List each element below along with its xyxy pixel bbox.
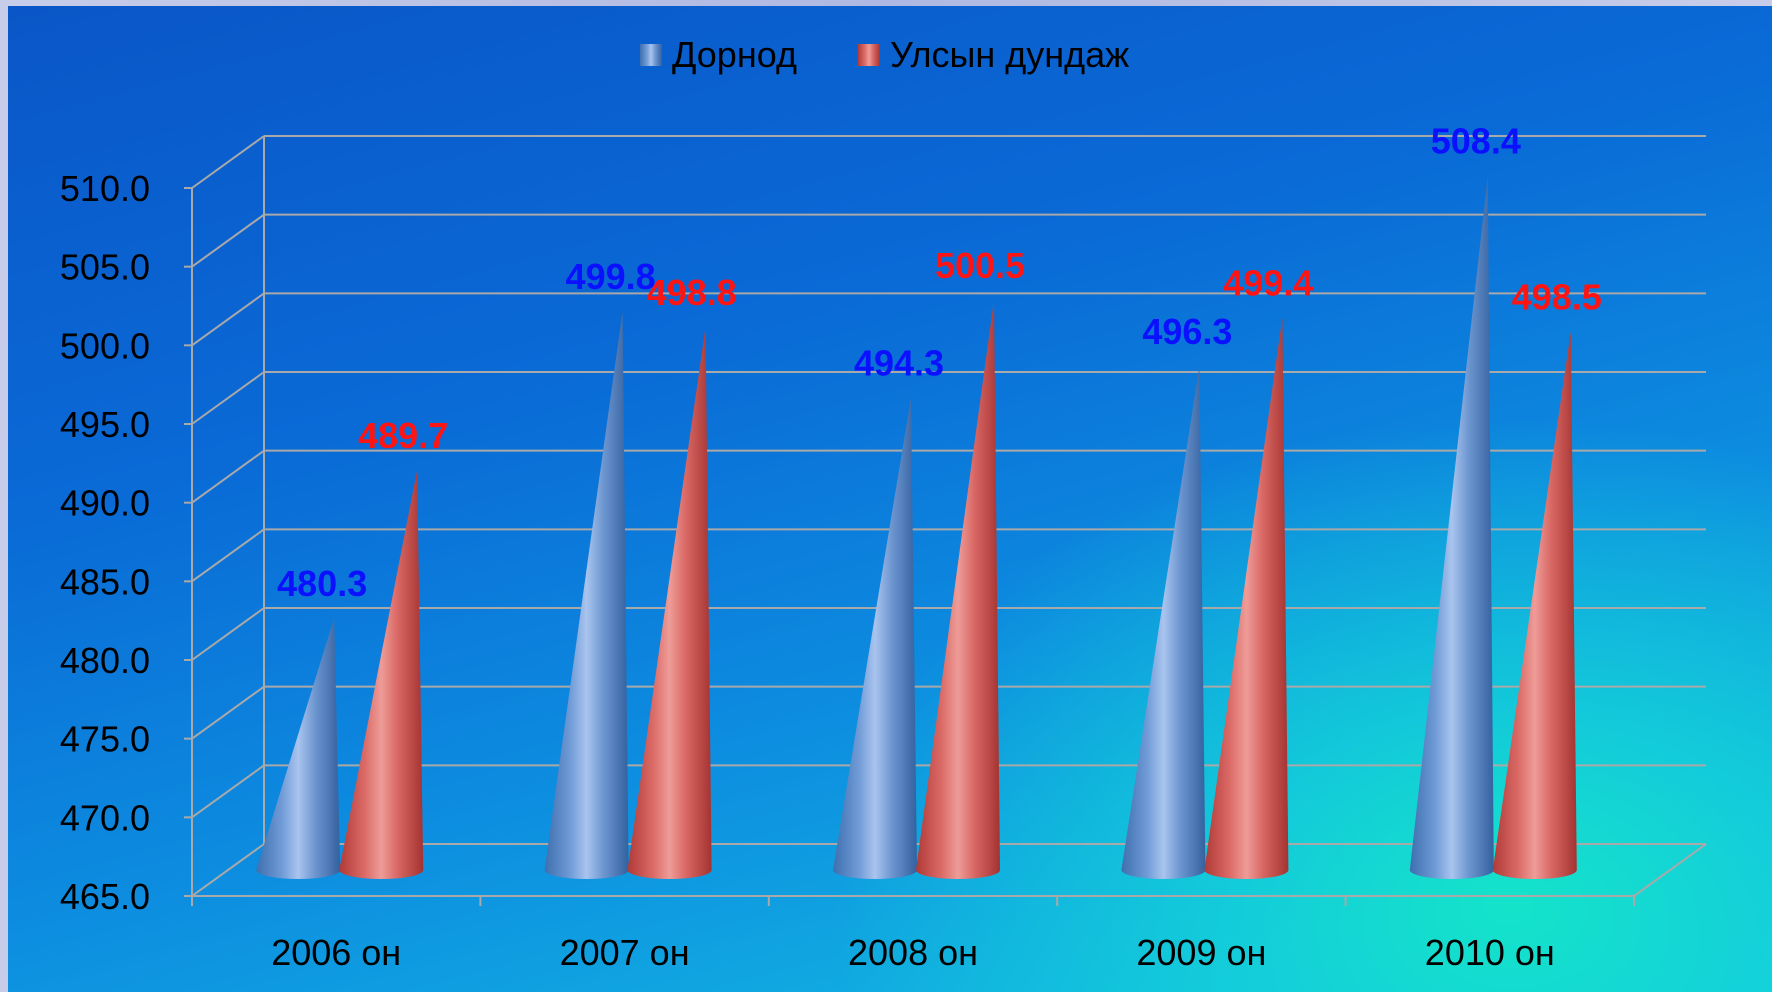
y-axis-ticks: 465.0 470.0 475.0 480.0 485.0 490.0 495.0 500.0… — [60, 168, 150, 917]
y-tick-label: 500.0 — [60, 325, 150, 366]
data-label-dornod: 499.8 — [566, 256, 656, 297]
cone-dornod — [833, 397, 917, 879]
x-axis-categories: 2006 он 2007 он 2008 он 2009 он 2010 он — [271, 932, 1555, 973]
gridline-diagonal — [191, 213, 265, 268]
y-tick-label: 470.0 — [60, 797, 150, 838]
y-tick-label: 505.0 — [60, 247, 150, 288]
cones — [256, 175, 1577, 880]
legend-label-national-average: Улсын дундаж — [890, 34, 1129, 75]
x-category-label: 2009 он — [1136, 932, 1266, 973]
y-tick-label: 495.0 — [60, 404, 150, 445]
data-label-national-average: 498.8 — [647, 272, 737, 313]
gridline-diagonal — [191, 292, 265, 347]
y-tick-label: 465.0 — [60, 876, 150, 917]
data-label-dornod: 494.3 — [854, 343, 944, 384]
y-tick-label: 490.0 — [60, 483, 150, 524]
legend-swatch-national-average — [858, 44, 880, 66]
data-label-national-average: 499.4 — [1223, 262, 1313, 303]
data-label-dornod: 508.4 — [1431, 121, 1521, 162]
legend: Дорнод Улсын дундаж — [640, 34, 1129, 75]
y-tick-label: 485.0 — [60, 561, 150, 602]
cone-national-average — [627, 326, 712, 880]
data-label-dornod: 496.3 — [1142, 311, 1232, 352]
legend-label-dornod: Дорнод — [672, 34, 797, 75]
y-tick-label: 475.0 — [60, 719, 150, 760]
cone-national-average — [916, 300, 1000, 879]
x-category-label: 2008 он — [848, 932, 978, 973]
gridline-diagonal — [191, 685, 265, 740]
y-tick-label: 480.0 — [60, 640, 150, 681]
gridline-diagonal — [191, 607, 265, 661]
data-label-national-average: 498.5 — [1512, 276, 1602, 317]
cone-dornod — [1121, 366, 1206, 879]
cone-dornod — [256, 617, 341, 879]
cone-national-average — [339, 469, 424, 879]
cone-dornod — [1409, 175, 1494, 879]
floor-right-edge — [1633, 843, 1707, 897]
gridline-diagonal — [191, 371, 265, 425]
y-tick-label: 510.0 — [60, 168, 150, 209]
cone-dornod — [544, 311, 629, 879]
x-category-label: 2010 он — [1425, 932, 1555, 973]
x-category-label: 2007 он — [560, 932, 690, 973]
gridline-diagonal — [191, 449, 265, 504]
x-category-label: 2006 он — [271, 932, 401, 973]
gridline-diagonal — [191, 135, 265, 189]
data-label-national-average: 489.7 — [358, 415, 448, 456]
data-label-dornod: 480.3 — [277, 563, 367, 604]
gridline-diagonal — [191, 843, 265, 897]
cone-national-average — [1492, 331, 1577, 879]
gridline-diagonal — [191, 764, 265, 819]
data-label-national-average: 500.5 — [935, 245, 1025, 286]
legend-swatch-dornod — [640, 44, 662, 66]
gridline-diagonal — [191, 528, 265, 583]
cone-national-average — [1204, 317, 1289, 879]
